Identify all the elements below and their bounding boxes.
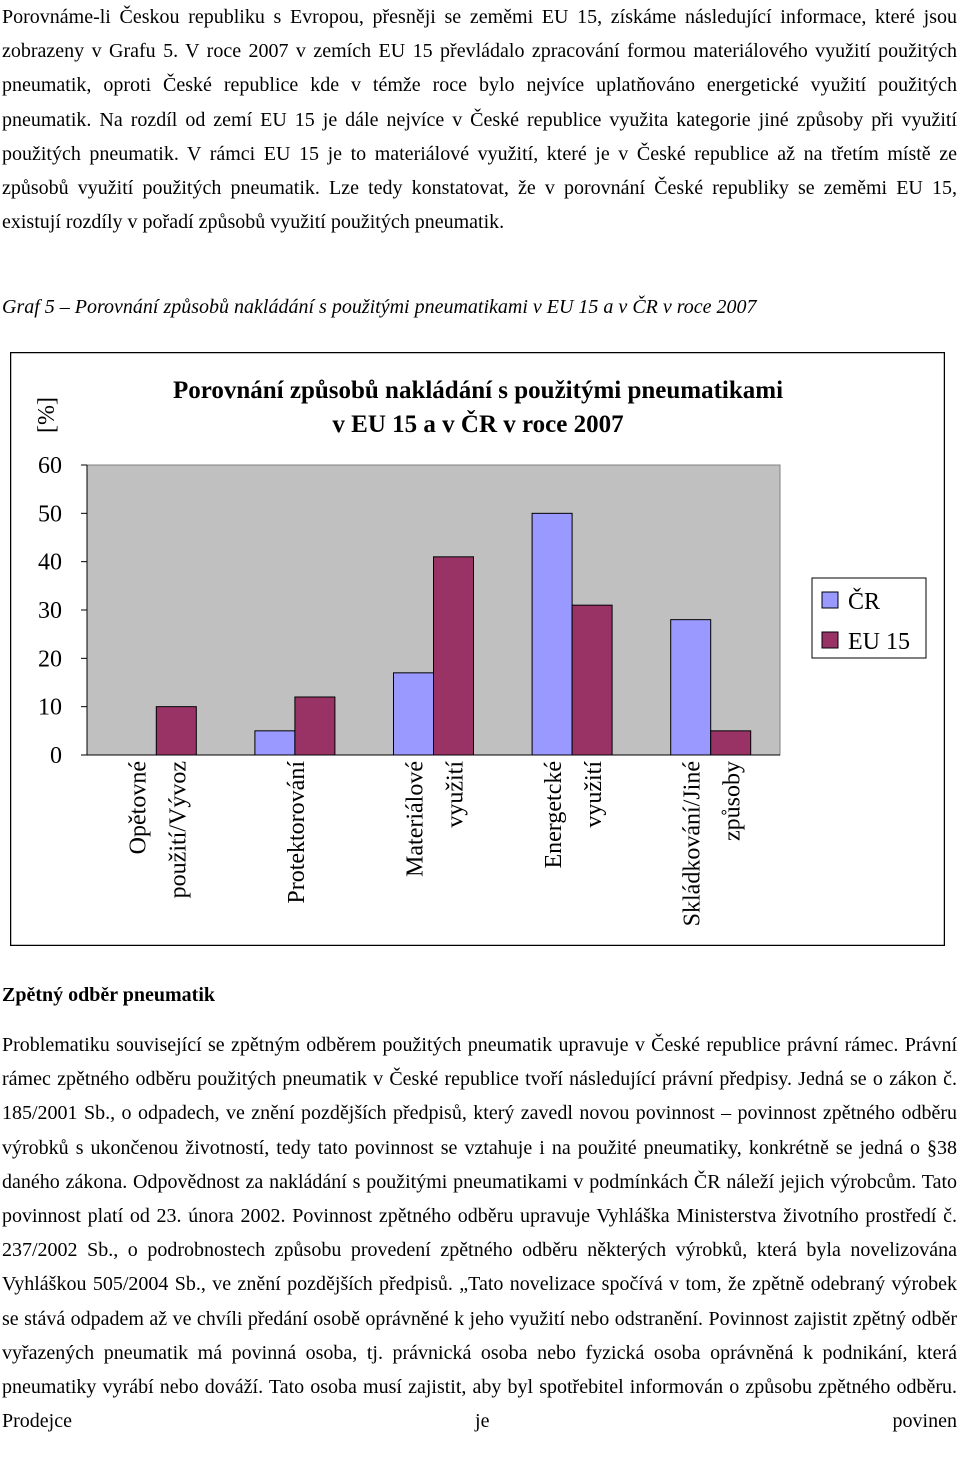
y-tick-label: 30	[38, 598, 62, 624]
x-tick-label: využití	[443, 761, 469, 828]
figure-caption: Graf 5 – Porovnání způsobů nakládání s p…	[2, 296, 757, 318]
bar	[393, 672, 434, 756]
y-tick-label: 10	[38, 695, 62, 721]
paragraph: Problematiku související se zpětným odbě…	[2, 1034, 957, 1433]
x-tick-label: Skládkování/Jiné	[680, 761, 706, 926]
y-axis-label: [%]	[34, 397, 60, 433]
bar	[710, 730, 752, 756]
legend-label: ČR	[848, 588, 880, 615]
section-heading: Zpětný odběr pneumatik	[2, 984, 216, 1006]
bar	[155, 706, 197, 756]
legend-label: EU 15	[848, 629, 910, 655]
y-tick-label: 0	[50, 743, 62, 769]
paragraph: Porovnáme-li Českou republiku s Evropou,…	[2, 6, 957, 234]
bar	[433, 556, 474, 756]
bar	[670, 619, 712, 756]
x-tick-label: Protektorování	[284, 761, 310, 904]
x-tick-label: použití/Vývoz	[165, 761, 191, 898]
x-tick-label: Energetcké	[541, 761, 567, 869]
legend-frame	[811, 577, 927, 659]
y-tick-label: 50	[38, 501, 62, 527]
bar	[531, 512, 573, 756]
x-tick-label: využití	[581, 761, 607, 828]
x-tick-label: Materiálové	[403, 761, 429, 877]
legend-swatch	[821, 591, 839, 609]
bar	[254, 730, 296, 756]
x-tick-label: Opětovné	[125, 761, 151, 854]
y-tick-label: 20	[38, 646, 62, 672]
bar	[571, 604, 613, 756]
y-tick-label: 40	[38, 550, 62, 576]
legend: ČR EU 15	[811, 577, 927, 659]
bar	[294, 696, 336, 756]
chart-title: v EU 15 a v ČR v roce 2007	[332, 409, 623, 438]
legend-swatch	[821, 631, 839, 649]
chart: Porovnání způsobů nakládání s použitými …	[10, 352, 945, 946]
y-tick-label: 60	[38, 453, 62, 479]
chart-title: Porovnání způsobů nakládání s použitými …	[173, 377, 783, 404]
x-tick-label: způsoby	[720, 761, 746, 841]
